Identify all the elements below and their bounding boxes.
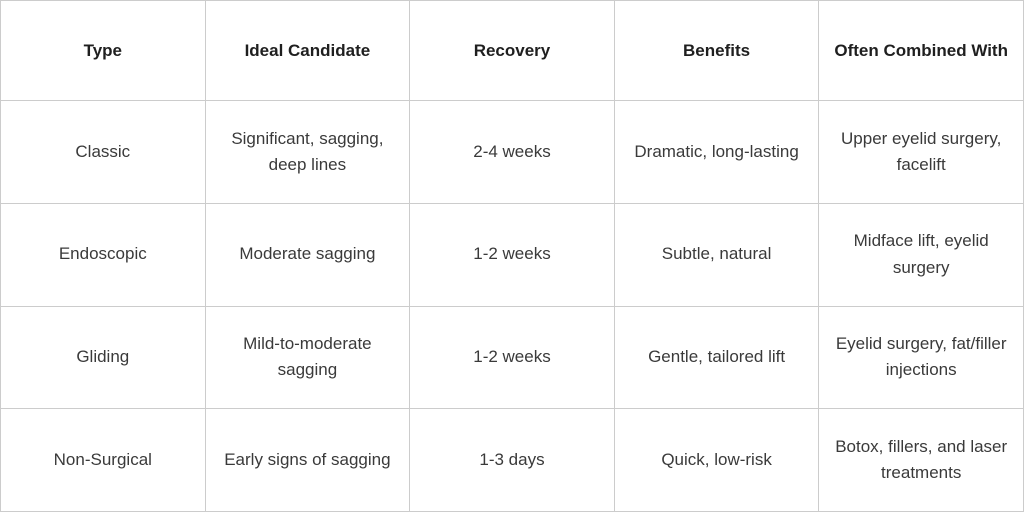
cell-benefits: Quick, low-risk: [613, 408, 820, 512]
header-row: Type Ideal Candidate Recovery Benefits O…: [0, 0, 1024, 101]
table-row-classic: Classic Significant, sagging, deep lines…: [0, 100, 1024, 204]
column-header-recovery: Recovery: [409, 0, 615, 101]
table-row-gliding: Gliding Mild-to-moderate sagging 1-2 wee…: [0, 305, 1024, 410]
cell-type: Gliding: [0, 305, 206, 410]
cell-type: Classic: [0, 100, 206, 204]
cell-ideal-candidate: Mild-to-moderate sagging: [204, 305, 411, 410]
cell-type: Endoscopic: [0, 202, 206, 307]
cell-benefits: Dramatic, long-lasting: [613, 100, 820, 204]
cell-often-combined-with: Botox, fillers, and laser treatments: [818, 408, 1024, 512]
cell-benefits: Subtle, natural: [613, 202, 820, 307]
cell-often-combined-with: Midface lift, eyelid surgery: [818, 202, 1024, 307]
column-header-often-combined-with: Often Combined With: [818, 0, 1024, 101]
cell-often-combined-with: Eyelid surgery, fat/filler injections: [818, 305, 1024, 410]
table-row-endoscopic: Endoscopic Moderate sagging 1-2 weeks Su…: [0, 202, 1024, 307]
column-header-benefits: Benefits: [613, 0, 820, 101]
column-header-type: Type: [0, 0, 206, 101]
cell-recovery: 1-2 weeks: [409, 305, 615, 410]
table-row-non-surgical: Non-Surgical Early signs of sagging 1-3 …: [0, 408, 1024, 512]
cell-recovery: 1-3 days: [409, 408, 615, 512]
cell-ideal-candidate: Moderate sagging: [204, 202, 411, 307]
cell-often-combined-with: Upper eyelid surgery, facelift: [818, 100, 1024, 204]
cell-type: Non-Surgical: [0, 408, 206, 512]
cell-recovery: 1-2 weeks: [409, 202, 615, 307]
cell-recovery: 2-4 weeks: [409, 100, 615, 204]
cell-ideal-candidate: Early signs of sagging: [204, 408, 411, 512]
cell-ideal-candidate: Significant, sagging, deep lines: [204, 100, 411, 204]
cell-benefits: Gentle, tailored lift: [613, 305, 820, 410]
column-header-ideal-candidate: Ideal Candidate: [204, 0, 411, 101]
